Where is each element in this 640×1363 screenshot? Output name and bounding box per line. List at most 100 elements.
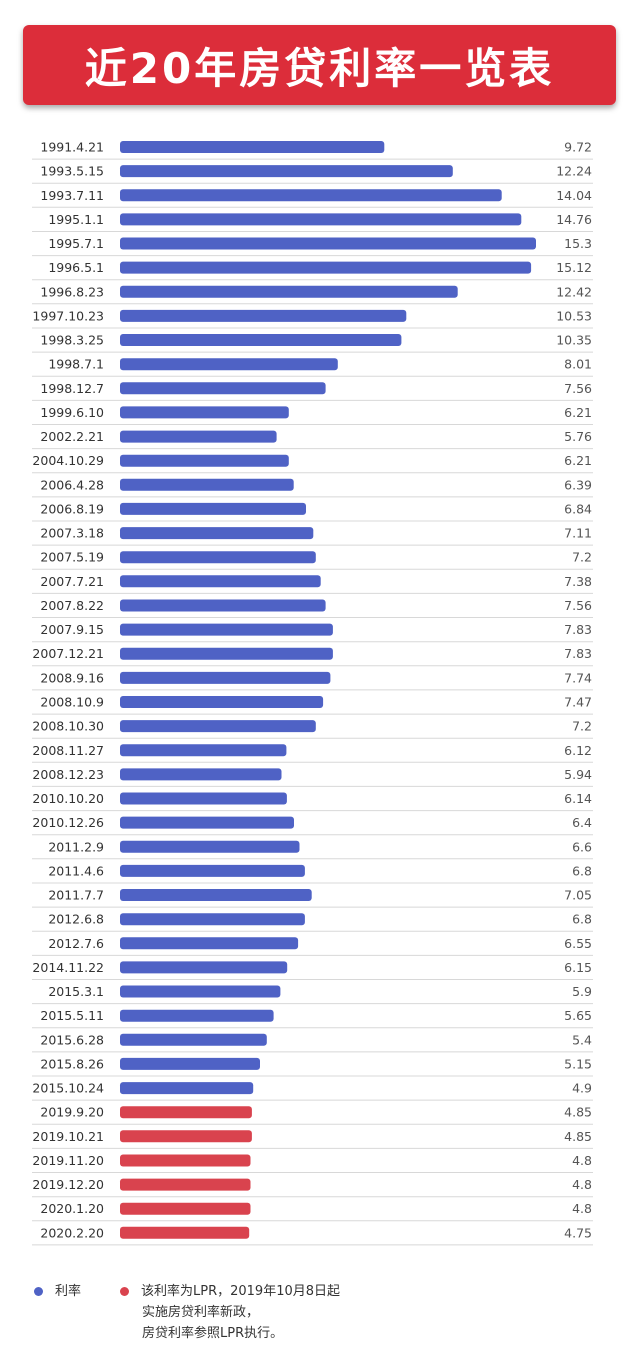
bar <box>120 551 316 564</box>
category-label: 2020.2.20 <box>40 1225 104 1240</box>
bar <box>120 1009 274 1022</box>
value-label: 9.72 <box>564 140 592 155</box>
category-label: 2007.9.15 <box>40 622 104 637</box>
bar <box>120 141 385 153</box>
value-label: 5.15 <box>564 1056 592 1071</box>
bar <box>120 1154 251 1167</box>
bar <box>120 358 338 371</box>
bar <box>120 768 282 781</box>
value-label: 7.2 <box>572 719 592 734</box>
bar <box>120 213 522 226</box>
category-label: 2002.2.21 <box>40 429 104 444</box>
value-label: 4.8 <box>572 1201 592 1216</box>
value-label: 6.12 <box>564 743 592 758</box>
chart-title: 近20年房贷利率一览表 <box>84 43 555 93</box>
bar <box>120 623 333 636</box>
bar <box>120 1106 252 1119</box>
value-label: 6.84 <box>564 502 592 517</box>
bar <box>120 527 314 540</box>
category-label: 2008.9.16 <box>40 670 104 685</box>
category-label: 2008.10.30 <box>32 719 104 734</box>
bar <box>120 502 306 515</box>
category-label: 1996.8.23 <box>40 284 104 299</box>
bar <box>120 1130 252 1143</box>
category-label: 2011.2.9 <box>48 839 104 854</box>
bar <box>120 261 532 274</box>
bar <box>120 430 277 443</box>
bar <box>120 985 281 998</box>
value-label: 10.35 <box>556 333 592 348</box>
value-label: 4.9 <box>572 1081 592 1096</box>
category-label: 1999.6.10 <box>40 405 104 420</box>
title-banner: 近20年房贷利率一览表 <box>23 25 616 105</box>
bar <box>120 840 300 853</box>
category-label: 2010.10.20 <box>32 791 104 806</box>
category-label: 2008.10.9 <box>40 695 104 710</box>
category-label: 2007.7.21 <box>40 574 104 589</box>
value-label: 15.12 <box>556 260 592 275</box>
value-label: 4.85 <box>564 1105 592 1120</box>
value-label: 5.94 <box>564 767 592 782</box>
category-label: 2015.8.26 <box>40 1056 104 1071</box>
value-label: 7.74 <box>564 670 592 685</box>
category-label: 2007.5.19 <box>40 550 104 565</box>
value-label: 5.76 <box>564 429 592 444</box>
value-label: 4.8 <box>572 1153 592 1168</box>
bar <box>120 478 294 491</box>
category-label: 2007.8.22 <box>40 598 104 613</box>
category-label: 1993.7.11 <box>40 188 104 203</box>
category-label: 2019.9.20 <box>40 1105 104 1120</box>
legend-label-rate: 利率 <box>55 1284 82 1299</box>
bar <box>120 961 288 974</box>
category-label: 2014.11.22 <box>32 960 104 975</box>
category-label: 1997.10.23 <box>32 308 104 323</box>
category-label: 2011.7.7 <box>48 888 104 903</box>
value-label: 6.15 <box>564 960 592 975</box>
value-label: 6.39 <box>564 477 592 492</box>
value-label: 7.11 <box>564 526 592 541</box>
value-label: 6.55 <box>564 936 592 951</box>
bar-chart: 1991.4.21 9.72 1993.5.15 12.24 1993.7.11 14.0… <box>32 140 593 1246</box>
value-label: 15.3 <box>564 236 592 251</box>
bar <box>120 792 287 805</box>
bar <box>120 671 331 684</box>
value-label: 7.2 <box>572 550 592 565</box>
bar <box>120 1202 251 1215</box>
value-label: 6.4 <box>572 815 592 830</box>
category-label: 2007.12.21 <box>32 646 104 661</box>
value-label: 4.8 <box>572 1177 592 1192</box>
bar <box>120 454 289 467</box>
category-label: 2008.11.27 <box>32 743 104 758</box>
legend-note-line-1: 实施房贷利率新政， <box>142 1305 260 1320</box>
category-label: 2019.11.20 <box>32 1153 104 1168</box>
bar <box>120 913 305 926</box>
category-label: 2015.3.1 <box>48 984 104 999</box>
bar <box>120 720 316 733</box>
bar <box>120 744 287 757</box>
category-label: 2004.10.29 <box>32 453 104 468</box>
bar <box>120 1057 260 1070</box>
value-label: 6.8 <box>572 912 592 927</box>
category-label: 2020.1.20 <box>40 1201 104 1216</box>
value-label: 8.01 <box>564 357 592 372</box>
category-label: 1998.12.7 <box>40 381 104 396</box>
value-label: 6.8 <box>572 863 592 878</box>
bar <box>120 237 536 250</box>
category-label: 2006.4.28 <box>40 477 104 492</box>
bar <box>120 406 289 419</box>
value-label: 4.85 <box>564 1129 592 1144</box>
bar <box>120 382 326 395</box>
category-label: 2012.7.6 <box>48 936 104 951</box>
value-label: 12.42 <box>556 284 592 299</box>
category-label: 1991.4.21 <box>40 140 104 155</box>
category-label: 2007.3.18 <box>40 526 104 541</box>
bar <box>120 889 312 901</box>
bar <box>120 309 407 322</box>
value-label: 14.76 <box>556 212 592 227</box>
bar <box>120 647 333 660</box>
value-label: 6.21 <box>564 453 592 468</box>
bar <box>120 864 305 877</box>
value-label: 7.56 <box>564 598 592 613</box>
value-label: 7.47 <box>564 695 592 710</box>
value-label: 12.24 <box>556 164 592 179</box>
